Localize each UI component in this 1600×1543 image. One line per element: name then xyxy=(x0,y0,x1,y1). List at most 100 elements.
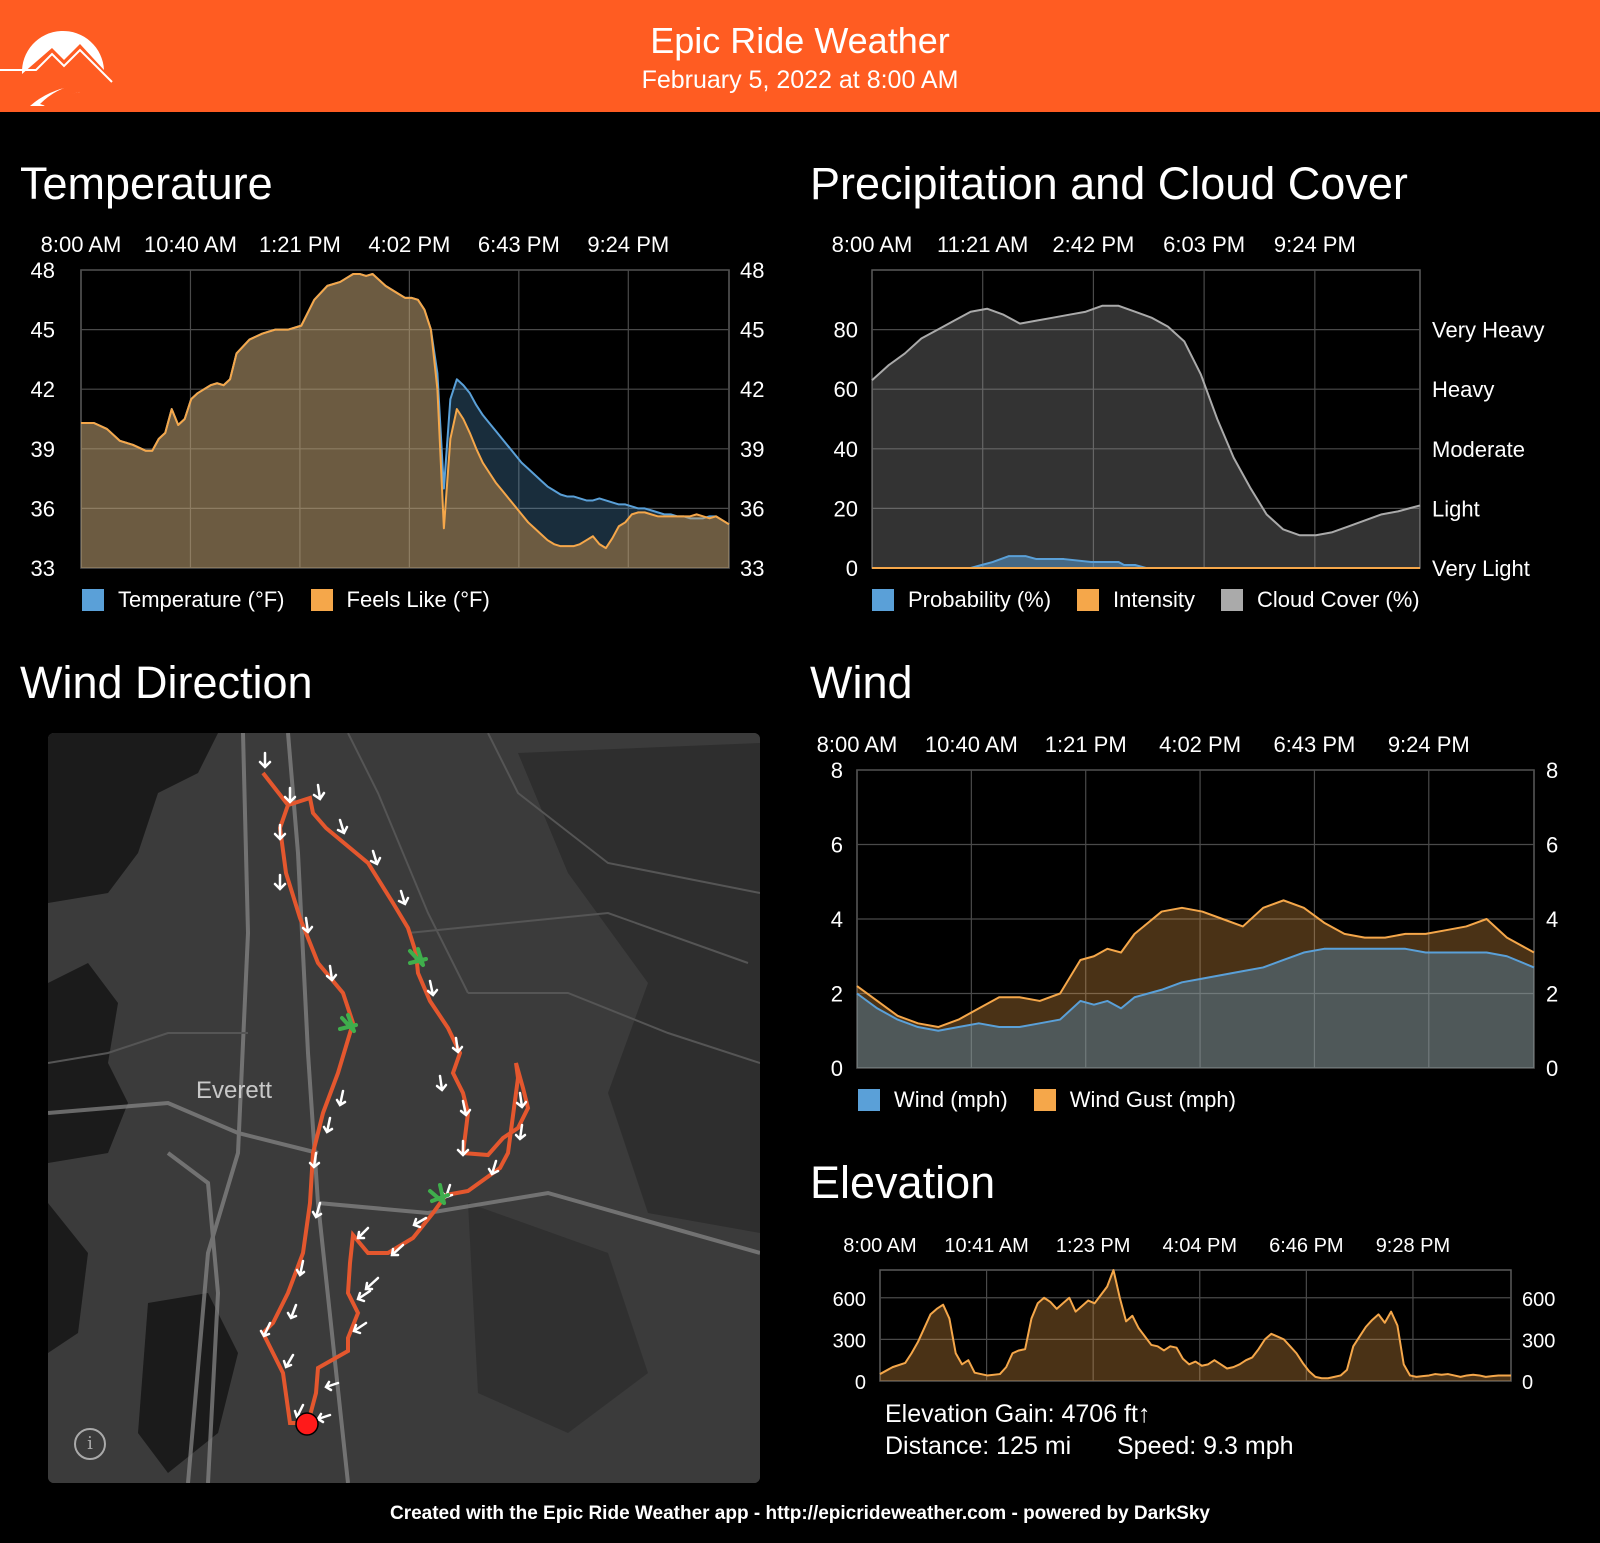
series-line xyxy=(856,899,1535,1029)
x-tick-label: 8:00 AM xyxy=(832,232,913,257)
precip-title: Precipitation and Cloud Cover xyxy=(810,158,1408,209)
x-tick-label: 10:41 AM xyxy=(944,1235,1029,1257)
speed: Speed: 9.3 mph xyxy=(1117,1432,1294,1460)
y-tick-label: 60 xyxy=(834,377,858,402)
y-tick-label: 2 xyxy=(831,982,843,1007)
precip-chart: 0 Very Light 20 Light 40 Moderate 60 Heavy 80 Ver… xyxy=(832,232,1545,581)
city-label-everett: Everett xyxy=(196,1077,273,1104)
precip-legend: Probability (%) Intensity Cloud Cover (%… xyxy=(872,587,1446,613)
y-tick-label: 40 xyxy=(834,437,858,462)
x-tick-label: 11:21 AM xyxy=(937,232,1028,257)
series-line xyxy=(871,304,1421,537)
y-tick-label-right: 2 xyxy=(1546,982,1558,1007)
y-tick-label: 4 xyxy=(831,907,843,932)
y-tick-label: 0 xyxy=(831,1056,843,1081)
y-tick-label-right: 8 xyxy=(1546,758,1558,783)
series-area xyxy=(880,1270,1511,1381)
legend-label: Wind Gust (mph) xyxy=(1069,1087,1236,1112)
y-tick-label-right: Very Light xyxy=(1432,556,1530,581)
distance: Distance: 125 mi xyxy=(885,1432,1072,1460)
y-tick-label: 45 xyxy=(31,318,55,343)
y-tick-label-right: 36 xyxy=(740,496,764,521)
temperature-legend: Temperature (°F) Feels Like (°F) xyxy=(82,587,516,613)
footer-credit: Created with the Epic Ride Weather app -… xyxy=(389,1503,1210,1524)
logo-icon xyxy=(0,30,113,106)
app-title: Epic Ride Weather xyxy=(650,20,950,61)
x-tick-label: 10:40 AM xyxy=(144,232,237,257)
series-area xyxy=(872,556,1420,568)
wind-direction-map[interactable] xyxy=(48,733,760,1483)
y-tick-label-right: 0 xyxy=(1522,1372,1533,1394)
legend-item-intensity: Intensity xyxy=(1077,587,1195,613)
x-tick-label: 4:02 PM xyxy=(368,232,450,257)
elevation-title: Elevation xyxy=(810,1157,996,1208)
y-tick-label-right: Heavy xyxy=(1432,377,1494,402)
x-tick-label: 9:28 PM xyxy=(1376,1235,1450,1257)
y-tick-label: 0 xyxy=(846,556,858,581)
legend-label: Feels Like (°F) xyxy=(346,587,490,612)
x-tick-label: 9:24 PM xyxy=(1274,232,1356,257)
x-tick-label: 1:23 PM xyxy=(1056,1235,1130,1257)
x-tick-label: 6:03 PM xyxy=(1163,232,1245,257)
series-area xyxy=(872,305,1420,568)
y-tick-label: 6 xyxy=(831,833,843,858)
y-tick-label-right: 4 xyxy=(1546,907,1558,932)
x-tick-label: 9:24 PM xyxy=(587,232,669,257)
legend-label: Temperature (°F) xyxy=(118,587,285,612)
series-area xyxy=(857,948,1534,1068)
wind-chart: 0 02 24 46 68 88:00 AM 10:40 AM 1:21 PM 4:02 PM 6… xyxy=(817,732,1559,1081)
legend-swatch xyxy=(1220,589,1243,611)
x-tick-label: 1:21 PM xyxy=(1045,732,1127,757)
y-tick-label: 48 xyxy=(31,258,55,283)
legend-swatch xyxy=(82,589,104,611)
y-tick-label: 42 xyxy=(31,377,55,402)
x-tick-label: 1:21 PM xyxy=(259,232,341,257)
legend-item-probability: Probability (%) xyxy=(872,587,1051,613)
y-tick-label: 33 xyxy=(31,556,55,581)
legend-swatch xyxy=(872,589,894,611)
y-tick-label: 8 xyxy=(831,758,843,783)
x-tick-label: 6:43 PM xyxy=(478,232,560,257)
legend-swatch xyxy=(1077,589,1100,611)
y-tick-label-right: 48 xyxy=(740,258,764,283)
y-tick-label-right: 39 xyxy=(740,437,764,462)
legend-swatch xyxy=(1033,1089,1056,1111)
series-line xyxy=(81,272,730,550)
y-tick-label-right: 42 xyxy=(740,377,764,402)
y-tick-label-right: Moderate xyxy=(1432,437,1525,462)
legend-item-temperature: Temperature (°F) xyxy=(82,587,285,613)
y-tick-label: 600 xyxy=(833,1289,866,1311)
y-tick-label: 39 xyxy=(31,437,55,462)
y-tick-label: 36 xyxy=(31,496,55,521)
x-tick-label: 8:00 AM xyxy=(843,1235,916,1257)
map-canvas xyxy=(48,733,760,1483)
legend-label: Intensity xyxy=(1113,587,1195,612)
x-tick-label: 9:24 PM xyxy=(1388,732,1470,757)
legend-item-wind-gust: Wind Gust (mph) xyxy=(1033,1087,1236,1113)
y-tick-label: 300 xyxy=(833,1330,866,1352)
legend-swatch xyxy=(310,589,333,611)
x-tick-label: 10:40 AM xyxy=(925,732,1018,757)
legend-label: Wind (mph) xyxy=(894,1087,1008,1112)
y-tick-label: 0 xyxy=(855,1372,866,1394)
x-tick-label: 2:42 PM xyxy=(1052,232,1134,257)
y-tick-label-right: 0 xyxy=(1546,1056,1558,1081)
y-tick-label-right: 45 xyxy=(740,318,764,343)
x-tick-label: 4:02 PM xyxy=(1159,732,1241,757)
y-tick-label-right: Very Heavy xyxy=(1432,318,1545,343)
elevation-chart: 0 0 300 300 600 600 8:00 AM 10:41 AM 1:23 PM 4:04… xyxy=(833,1235,1556,1394)
legend-swatch xyxy=(858,1089,880,1111)
legend-item-feels-like: Feels Like (°F) xyxy=(310,587,490,613)
x-tick-label: 6:43 PM xyxy=(1273,732,1355,757)
elevation-gain: Elevation Gain: 4706 ft↑ xyxy=(885,1400,1151,1428)
x-tick-label: 8:00 AM xyxy=(817,732,898,757)
forecast-date: February 5, 2022 at 8:00 AM xyxy=(641,66,959,94)
y-tick-label-right: 600 xyxy=(1522,1289,1555,1311)
legend-item-cloud-cover: Cloud Cover (%) xyxy=(1220,587,1420,613)
x-tick-label: 4:04 PM xyxy=(1163,1235,1237,1257)
legend-label: Probability (%) xyxy=(908,587,1052,612)
series-line xyxy=(856,947,1535,1032)
info-icon[interactable]: i xyxy=(74,1428,106,1460)
wind-legend: Wind (mph) Wind Gust (mph) xyxy=(858,1087,1262,1113)
x-tick-label: 8:00 AM xyxy=(41,232,122,257)
